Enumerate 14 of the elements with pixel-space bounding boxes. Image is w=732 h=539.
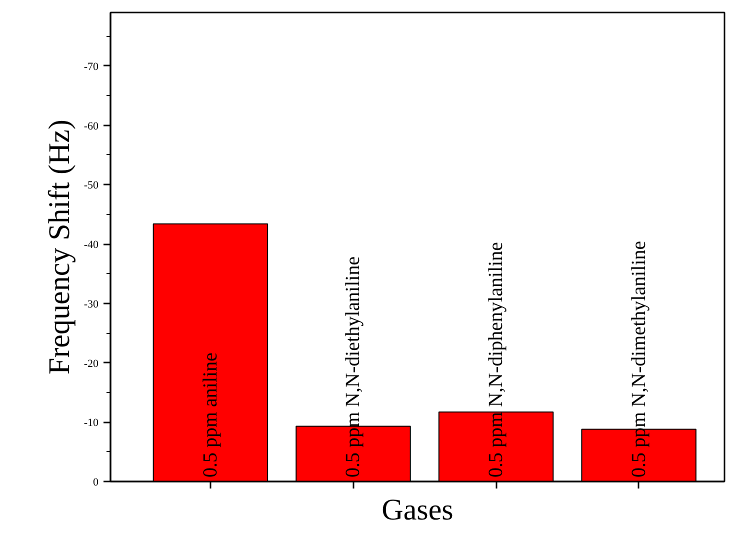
x-tick-label: 0.5 ppm N,N-dimethylaniline: [628, 240, 650, 478]
y-axis-title: Frequency Shift (Hz): [42, 120, 76, 374]
y-tick-label: -50: [84, 180, 99, 192]
x-tick-label: 0.5 ppm N,N-diethylaniline: [342, 256, 364, 478]
y-tick-label: -40: [84, 239, 99, 252]
x-axis-title: Gases: [382, 494, 454, 526]
y-tick-label: -20: [84, 358, 99, 370]
y-tick-label: -10: [84, 417, 99, 430]
y-tick-label: -70: [84, 60, 99, 73]
y-tick-label: -60: [84, 120, 99, 132]
x-tick-label: 0.5 ppm N,N-diphenylaniline: [485, 242, 508, 478]
y-tick-label: -30: [84, 298, 99, 310]
x-tick-label: 0.5 ppm aniline: [199, 352, 222, 478]
y-tick-label: 0: [93, 476, 99, 488]
